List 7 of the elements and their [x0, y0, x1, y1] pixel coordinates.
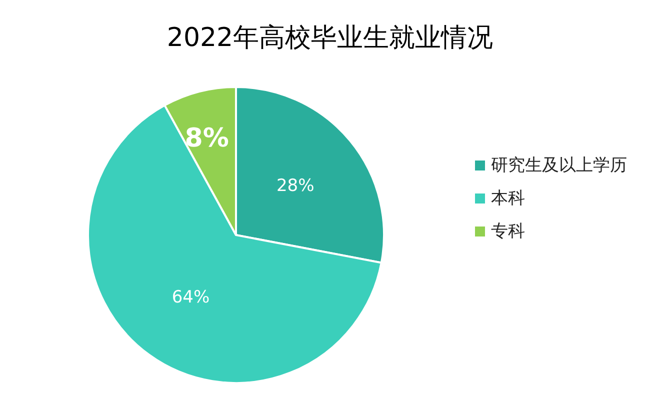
data-label: 64% [172, 287, 210, 308]
chart-title: 2022年高校毕业生就业情况 [166, 23, 494, 53]
data-label: 8% [184, 123, 229, 154]
legend-label: 专科 [491, 222, 525, 242]
legend-label: 本科 [491, 188, 525, 208]
data-label: 28% [276, 176, 314, 196]
legend-label: 研究生及以上学历 [491, 156, 627, 176]
